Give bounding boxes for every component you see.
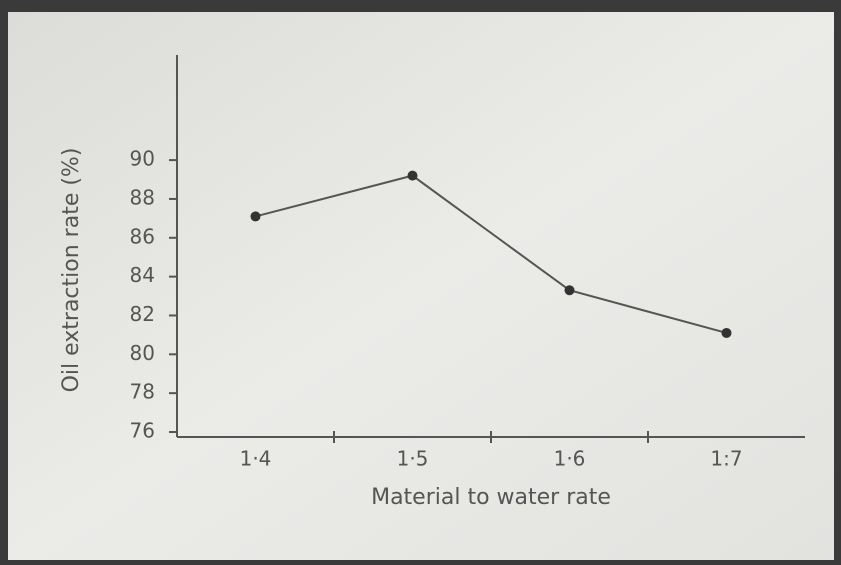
chart: Material to water rate Oil extraction ra…	[0, 0, 841, 565]
point	[565, 285, 575, 295]
y-tick-label: 76	[130, 419, 155, 443]
x-tick-label: 1:7	[710, 447, 742, 471]
y-axis-label: Oil extraction rate (%)	[59, 148, 84, 393]
point	[251, 211, 261, 221]
y-tick-label: 90	[130, 147, 155, 171]
y-tick-label: 88	[130, 185, 155, 209]
x-tick-label: 1·5	[397, 447, 429, 471]
point	[722, 328, 732, 338]
y-tick-label: 80	[130, 341, 155, 365]
y-tick-label: 82	[130, 302, 155, 326]
point	[408, 171, 418, 181]
y-tick-label: 86	[130, 224, 155, 248]
x-tick-label: 1·6	[554, 447, 586, 471]
y-tick-label: 78	[130, 380, 155, 404]
page: {"chart_data": {"type": "line", "x_label…	[0, 0, 841, 565]
x-tick-label: 1·4	[240, 447, 272, 471]
y-tick-label: 84	[130, 263, 155, 287]
x-axis-label: Material to water rate	[371, 485, 611, 510]
